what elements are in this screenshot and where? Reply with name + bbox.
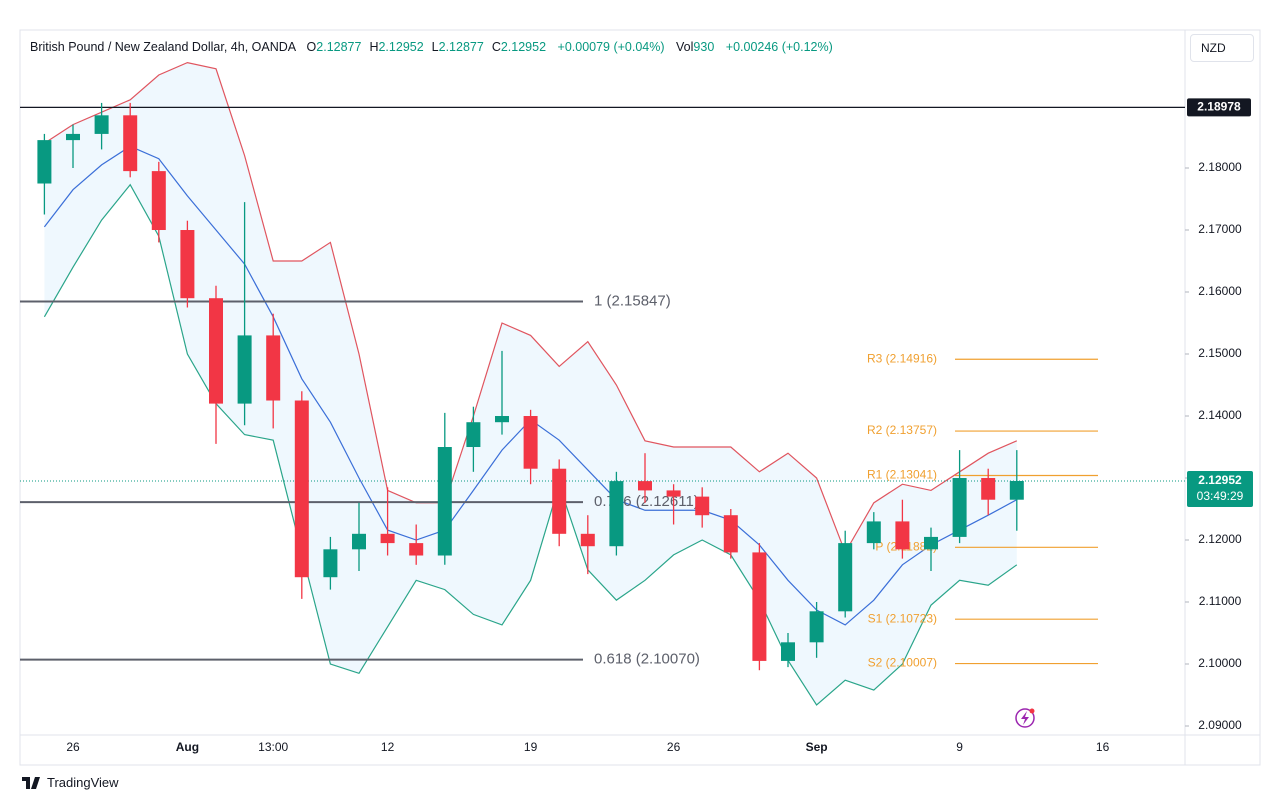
plot-area: 1 (2.15847)0.786 (2.12611)0.618 (2.10070…: [20, 61, 1185, 706]
candle-body: [523, 416, 538, 469]
logo-icon: [22, 776, 40, 789]
pivot-level-label: R1 (2.13041): [867, 468, 937, 482]
ohlc-value: 2.12952: [500, 40, 547, 54]
chart-frame: [19, 29, 1261, 766]
candle-body: [294, 400, 309, 578]
candle-body: [380, 533, 395, 544]
y-tick-label: 2.11000: [1199, 594, 1242, 608]
x-tick-label: 19: [524, 740, 538, 754]
candle-body: [895, 521, 910, 550]
ohlc-key: O: [306, 40, 317, 54]
resistance-badge-label: 2.18978: [1197, 100, 1241, 114]
candle-body: [266, 335, 281, 401]
last-price-label: 2.12952: [1198, 473, 1242, 487]
candle-body: [809, 611, 824, 643]
candle-body: [495, 416, 509, 423]
y-tick-label: 2.17000: [1198, 222, 1242, 236]
ohlc-values: O2.12877 H2.12952 L2.12877 C2.12952: [307, 40, 555, 54]
x-tick-label: 9: [956, 740, 963, 754]
fib-level-label: 0.618 (2.10070): [594, 651, 700, 668]
symbol-title: British Pound / New Zealand Dollar, 4h, …: [30, 40, 297, 54]
countdown-label: 03:49:29: [1197, 489, 1244, 503]
candle-body: [609, 481, 624, 547]
candle-body: [437, 447, 452, 556]
candle-body: [723, 515, 738, 553]
volume-change: +0.00246 (+0.12%): [725, 40, 833, 54]
logo: TradingView: [22, 775, 119, 790]
alert-icon: [1015, 708, 1035, 728]
legend: British Pound / New Zealand Dollar, 4h, …: [30, 40, 841, 54]
y-tick-label: 2.18000: [1198, 160, 1242, 174]
resistance-badge: [1187, 98, 1251, 117]
pivot-level-label: R2 (2.13757): [867, 423, 937, 437]
last-price-badge: [1187, 470, 1253, 507]
y-tick-label: 2.14000: [1198, 408, 1242, 422]
candle-body: [466, 422, 481, 448]
candle-body: [409, 543, 424, 556]
candle-body: [695, 496, 710, 516]
candle-body: [666, 490, 681, 497]
volume: 930: [693, 40, 715, 54]
candle-body: [94, 115, 109, 134]
candle-body: [952, 478, 967, 537]
x-tick-label: 26: [66, 740, 80, 754]
candle-body: [580, 533, 595, 547]
candle-body: [781, 642, 795, 661]
x-tick-label: Sep: [806, 740, 828, 754]
logo-text: TradingView: [47, 775, 119, 790]
candle-body: [981, 478, 996, 500]
ohlc-value: 2.12952: [378, 40, 424, 54]
candle-body: [209, 298, 223, 404]
ohlc-key: L: [431, 40, 439, 54]
candle-body: [552, 468, 567, 534]
pivot-level-label: S1 (2.10723): [868, 611, 937, 625]
x-tick-label: 13:00: [258, 740, 288, 754]
ohlc-value: 2.12877: [316, 40, 362, 54]
volume-key: Vol: [676, 40, 694, 54]
y-tick-label: 2.09000: [1198, 718, 1242, 732]
y-tick-label: 2.10000: [1198, 656, 1242, 670]
candle-body: [924, 536, 938, 550]
axes: 2.090002.100002.110002.120002.130002.140…: [66, 98, 1253, 754]
candle-body: [638, 481, 652, 491]
y-tick-label: 2.12000: [1198, 532, 1242, 546]
candle-body: [838, 543, 853, 612]
currency-button[interactable]: NZD: [1190, 34, 1254, 62]
candle-body: [323, 549, 338, 578]
x-tick-label: Aug: [176, 740, 199, 754]
candle-body: [37, 140, 52, 184]
candle-body: [180, 230, 195, 299]
candle-body: [123, 115, 138, 172]
ohlc-value: 2.12877: [438, 40, 484, 54]
pivot-level-label: R3 (2.14916): [867, 351, 937, 365]
candle-body: [1009, 480, 1024, 500]
candle-body: [752, 552, 767, 661]
x-tick-label: 16: [1096, 740, 1110, 754]
y-tick-label: 2.15000: [1198, 346, 1242, 360]
band-fill: [44, 62, 1017, 705]
y-tick-label: 2.16000: [1198, 284, 1242, 298]
band-line: [44, 61, 1018, 554]
pivot-level-label: S2 (2.10007): [868, 656, 937, 670]
candle-body: [151, 171, 166, 231]
candle-body: [66, 133, 80, 141]
change: +0.00079 (+0.04%): [557, 40, 665, 54]
fib-level-label: 1 (2.15847): [594, 292, 671, 309]
ohlc-key: H: [369, 40, 379, 54]
x-tick-label: 26: [667, 740, 681, 754]
candle-body: [237, 335, 252, 404]
x-tick-label: 12: [381, 740, 395, 754]
candle-body: [866, 521, 881, 544]
candle-body: [352, 533, 366, 550]
band-line: [43, 183, 1018, 706]
ohlc-key: C: [491, 40, 501, 54]
